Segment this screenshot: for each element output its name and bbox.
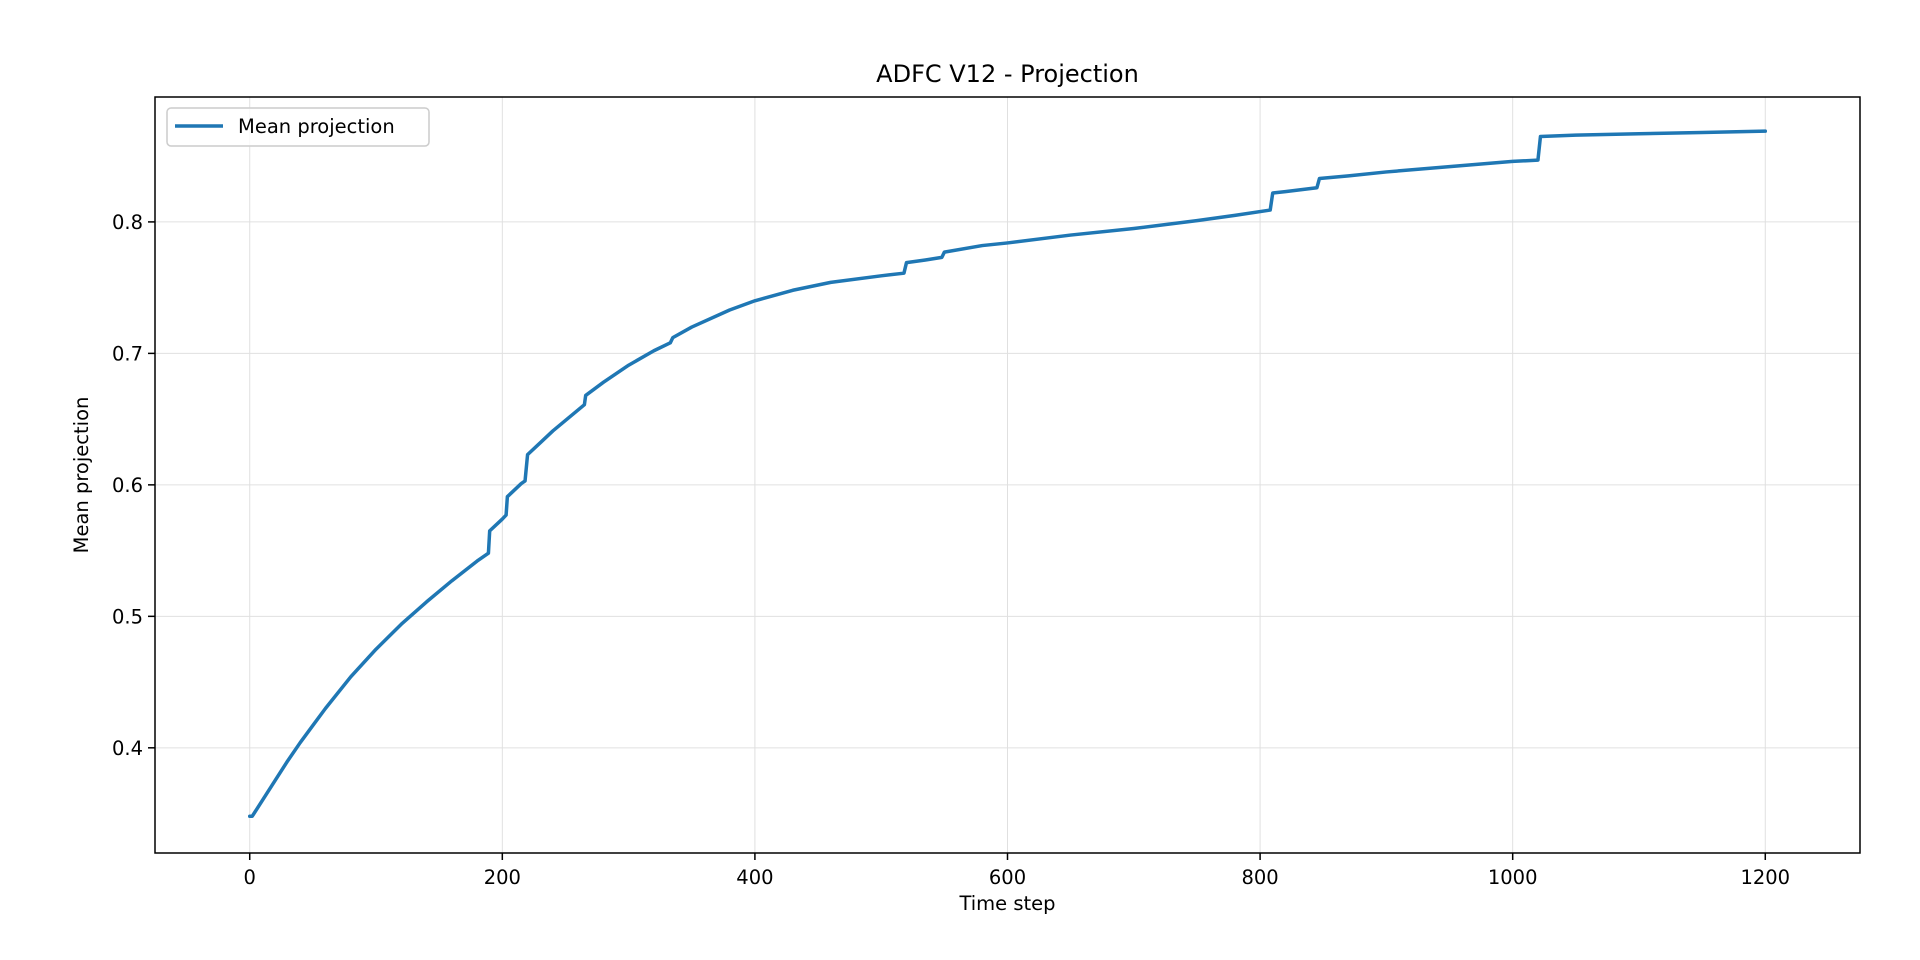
- x-tick-label: 600: [989, 866, 1026, 889]
- ticks: 0 200 400 600 800 1000 1200 0.4 0.5 0.6 0.7 0.8: [112, 211, 1790, 889]
- y-tick-label: 0.4: [112, 737, 143, 760]
- x-tick-label: 0: [244, 866, 256, 889]
- y-tick-label: 0.6: [112, 474, 143, 497]
- x-axis-label: Time step: [958, 892, 1055, 915]
- grid: [155, 97, 1860, 853]
- line-layer: [247, 129, 1768, 818]
- x-tick-label: 1200: [1740, 866, 1790, 889]
- x-tick-label: 400: [736, 866, 773, 889]
- y-tick-label: 0.7: [112, 342, 143, 365]
- legend-label-mean-projection: Mean projection: [238, 115, 395, 138]
- x-tick-label: 1000: [1488, 866, 1538, 889]
- y-axis-label: Mean projection: [70, 397, 93, 554]
- series-line-0: [247, 129, 1768, 818]
- y-tick-label: 0.8: [112, 211, 143, 234]
- x-tick-label: 200: [484, 866, 521, 889]
- legend: Mean projection: [166, 107, 430, 147]
- y-tick-label: 0.5: [112, 605, 143, 628]
- x-tick-label: 800: [1241, 866, 1278, 889]
- chart-title: ADFC V12 - Projection: [876, 60, 1139, 88]
- legend-box: [166, 107, 430, 147]
